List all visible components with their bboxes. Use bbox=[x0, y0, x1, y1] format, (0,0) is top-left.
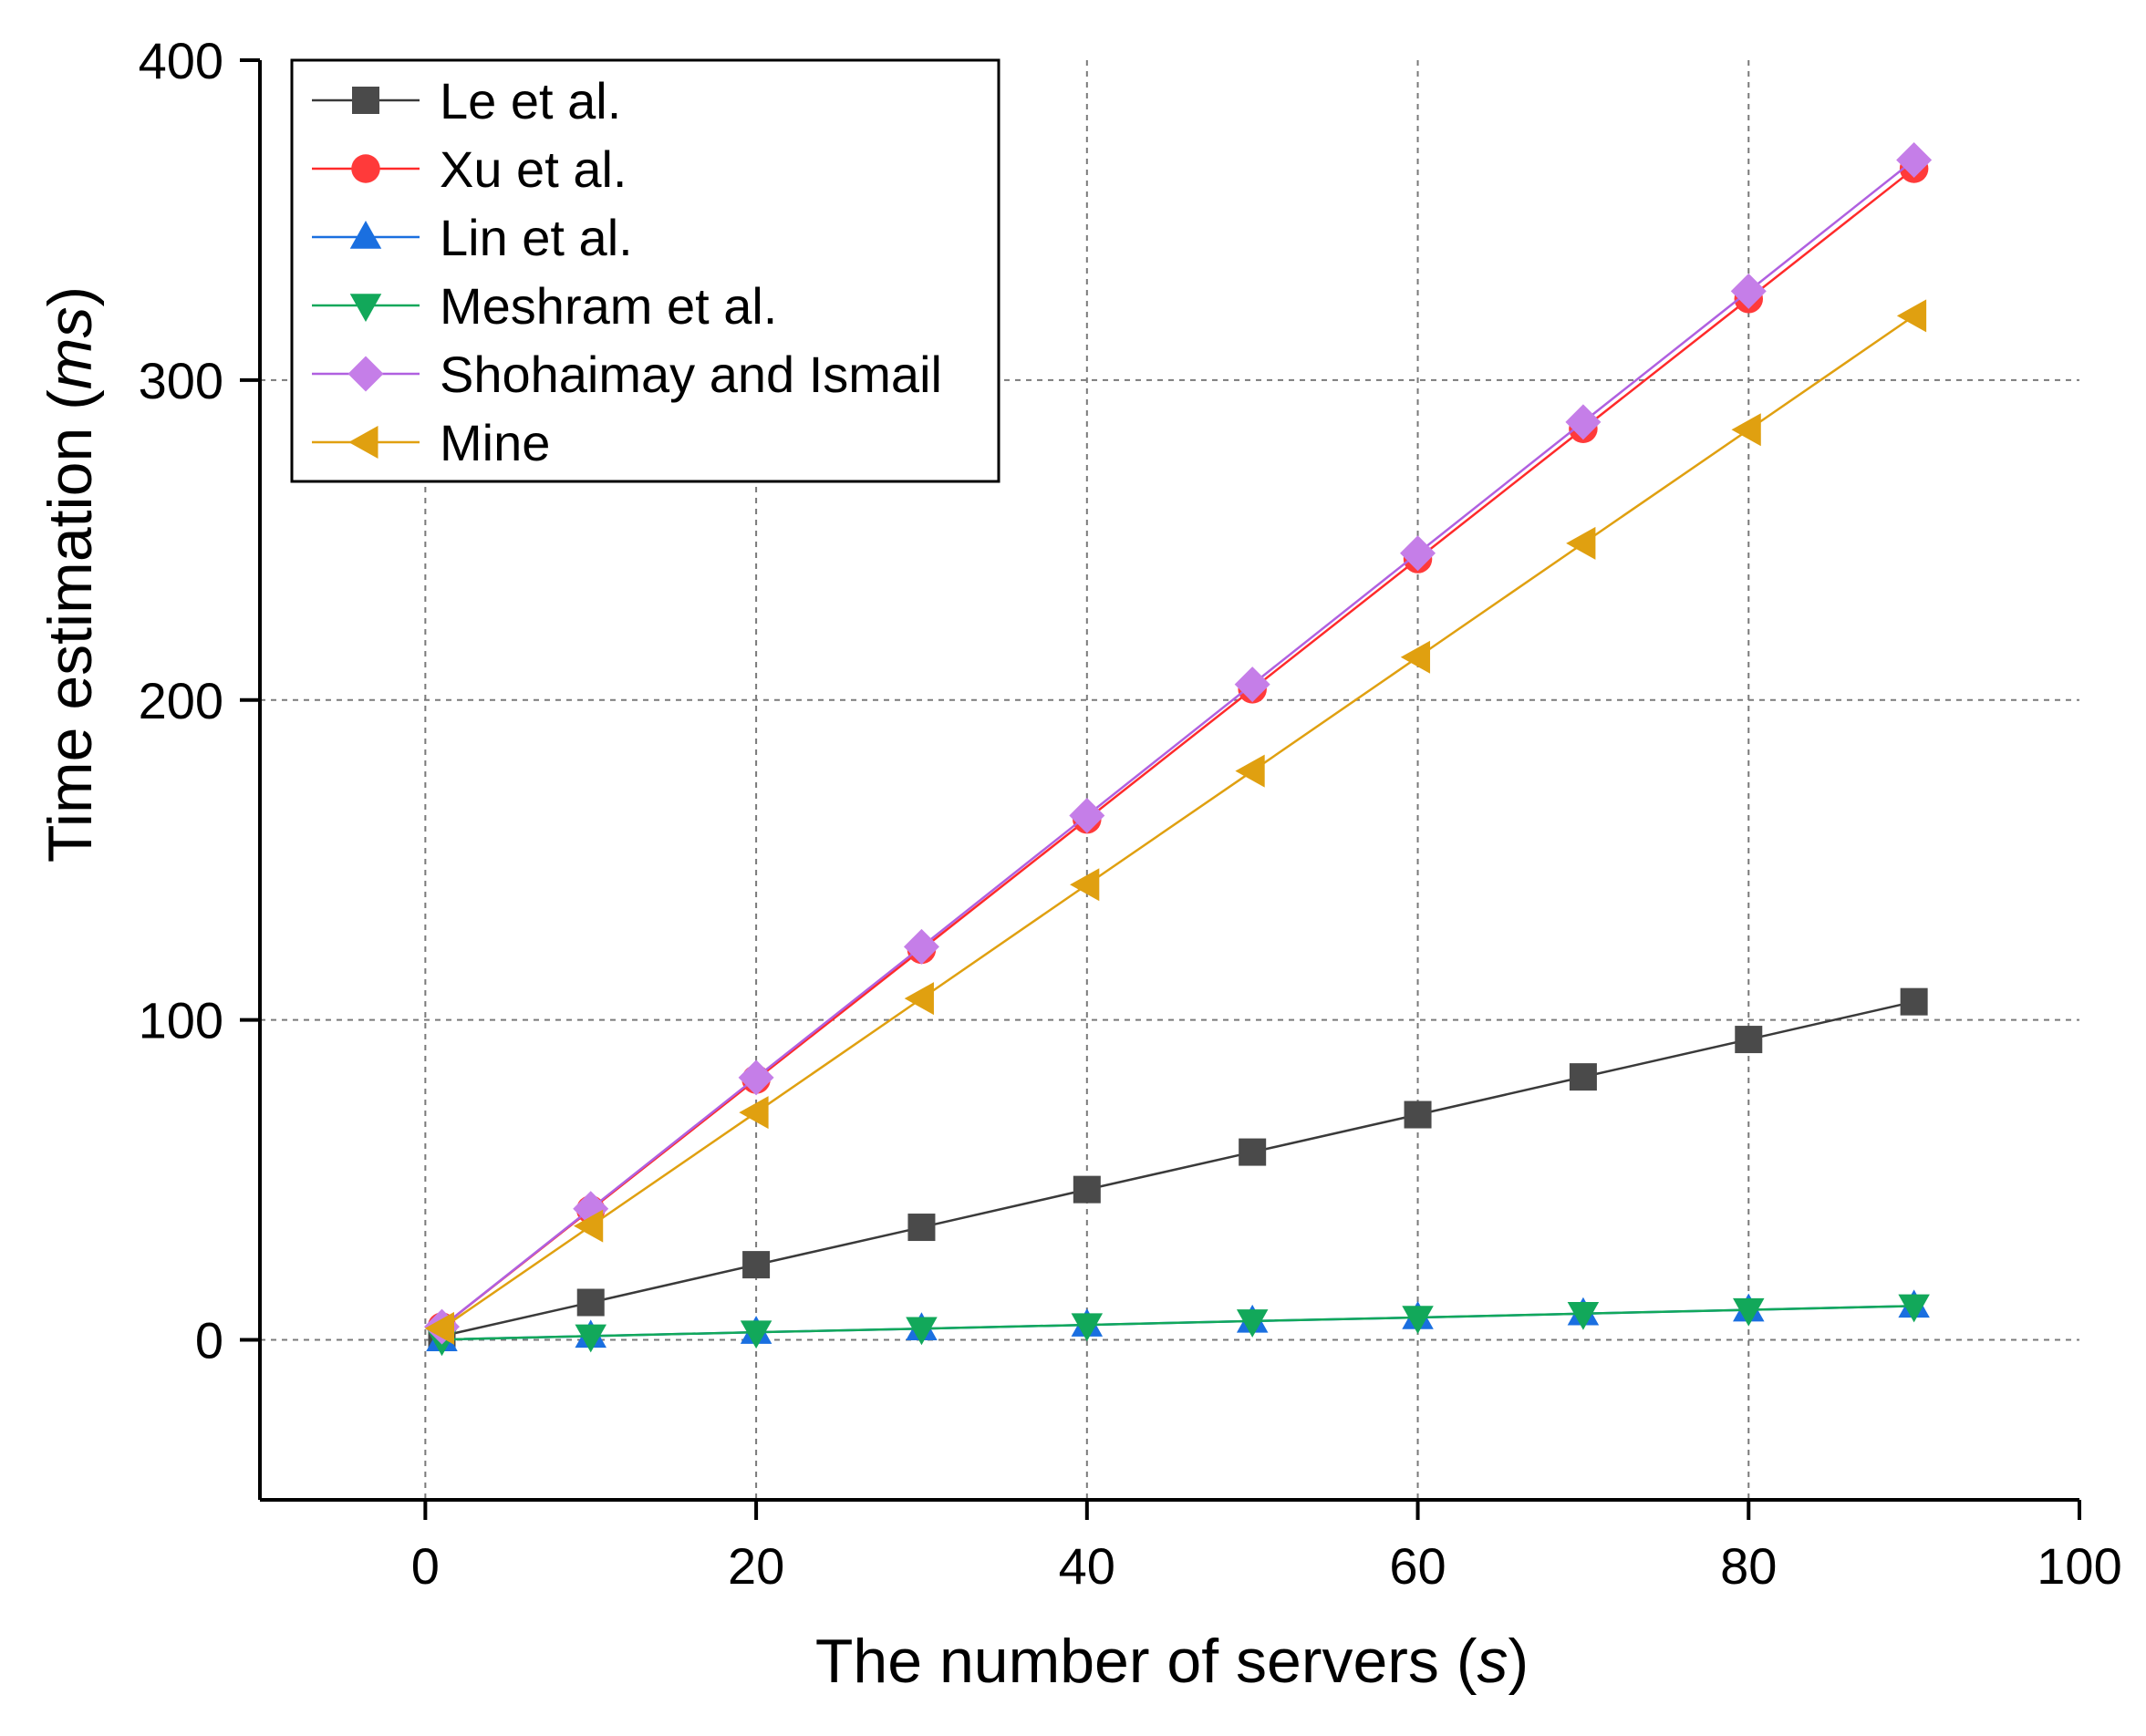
data-point bbox=[1235, 754, 1265, 788]
y-tick-label: 0 bbox=[195, 1312, 223, 1369]
x-tick-label: 100 bbox=[2037, 1537, 2121, 1595]
legend-marker bbox=[349, 221, 382, 249]
data-point bbox=[1400, 535, 1436, 572]
y-tick-label: 200 bbox=[139, 672, 223, 729]
legend-label: Shohaimay and Ismail bbox=[440, 346, 942, 403]
x-tick-label: 40 bbox=[1059, 1537, 1115, 1595]
y-tick-label: 300 bbox=[139, 352, 223, 409]
data-point bbox=[1234, 666, 1270, 703]
data-point bbox=[1896, 141, 1933, 178]
legend-marker bbox=[347, 356, 384, 392]
data-point bbox=[1898, 1294, 1930, 1323]
data-point bbox=[1404, 1100, 1432, 1129]
data-point bbox=[1239, 1138, 1267, 1166]
legend-marker bbox=[351, 154, 380, 183]
y-axis-title: Time estimation (ms) bbox=[36, 286, 105, 863]
data-point bbox=[1073, 1175, 1101, 1204]
legend-item: Xu et al. bbox=[312, 140, 627, 198]
legend-item: Mine bbox=[312, 414, 550, 471]
data-point bbox=[1070, 868, 1100, 902]
data-point bbox=[907, 1214, 936, 1242]
legend-item: Meshram et al. bbox=[312, 277, 777, 335]
series-line bbox=[441, 1000, 1914, 1338]
data-point bbox=[1567, 1302, 1600, 1330]
series-mine bbox=[424, 299, 1927, 1345]
y-tick-label: 100 bbox=[139, 992, 223, 1049]
legend-label: Meshram et al. bbox=[440, 277, 777, 335]
data-point bbox=[906, 1317, 938, 1346]
legend-item: Shohaimay and Ismail bbox=[312, 346, 942, 403]
data-point bbox=[904, 982, 934, 1016]
legend-item: Lin et al. bbox=[312, 209, 633, 266]
data-point bbox=[1236, 1309, 1269, 1338]
legend-marker bbox=[348, 426, 378, 459]
x-tick-label: 0 bbox=[411, 1537, 440, 1595]
data-point bbox=[1565, 404, 1602, 440]
data-point bbox=[1731, 413, 1761, 447]
data-point bbox=[1069, 797, 1105, 833]
data-point bbox=[740, 1320, 772, 1349]
data-point bbox=[742, 1251, 771, 1279]
data-point bbox=[1730, 273, 1767, 309]
data-point bbox=[573, 1209, 604, 1243]
y-tick-label: 400 bbox=[139, 32, 223, 89]
data-point bbox=[1400, 640, 1431, 674]
x-tick-label: 60 bbox=[1389, 1537, 1446, 1595]
data-point bbox=[1900, 987, 1928, 1016]
legend-label: Xu et al. bbox=[440, 140, 627, 198]
data-point bbox=[575, 1324, 606, 1353]
legend-item: Le et al. bbox=[312, 72, 621, 129]
legend: Le et al. Xu et al. Lin et al. Meshram et a… bbox=[290, 58, 1000, 483]
data-point bbox=[738, 1059, 774, 1096]
legend-label: Lin et al. bbox=[440, 209, 633, 266]
x-tick-label: 80 bbox=[1720, 1537, 1777, 1595]
axes-layer: 0 20 40 60 80 100 0 100 200 300 400 bbox=[139, 32, 2122, 1595]
data-point bbox=[424, 1311, 454, 1345]
legend-label: Mine bbox=[440, 414, 550, 471]
legend-label: Le et al. bbox=[440, 72, 621, 129]
series-meshram-et-al bbox=[426, 1294, 1930, 1357]
series-line bbox=[441, 159, 1915, 1328]
data-point bbox=[1071, 1313, 1104, 1342]
data-point bbox=[1566, 526, 1596, 560]
data-point bbox=[1402, 1306, 1434, 1334]
grid-layer bbox=[260, 60, 2079, 1500]
series-line bbox=[441, 315, 1915, 1329]
data-point bbox=[739, 1096, 769, 1130]
legend-marker bbox=[352, 87, 379, 114]
data-point bbox=[1569, 1063, 1597, 1091]
legend-box bbox=[290, 58, 1000, 483]
data-point bbox=[1733, 1297, 1765, 1327]
data-point bbox=[1896, 299, 1927, 333]
series-line bbox=[441, 1305, 1914, 1341]
series-le-et-al bbox=[428, 987, 1928, 1350]
legend-marker bbox=[349, 294, 382, 322]
x-axis-title: The number of servers (s) bbox=[815, 1627, 1529, 1696]
data-point bbox=[576, 1288, 605, 1317]
x-tick-label: 20 bbox=[728, 1537, 784, 1595]
series-layer bbox=[424, 141, 1933, 1357]
data-point bbox=[1735, 1026, 1763, 1054]
data-point bbox=[903, 928, 939, 965]
